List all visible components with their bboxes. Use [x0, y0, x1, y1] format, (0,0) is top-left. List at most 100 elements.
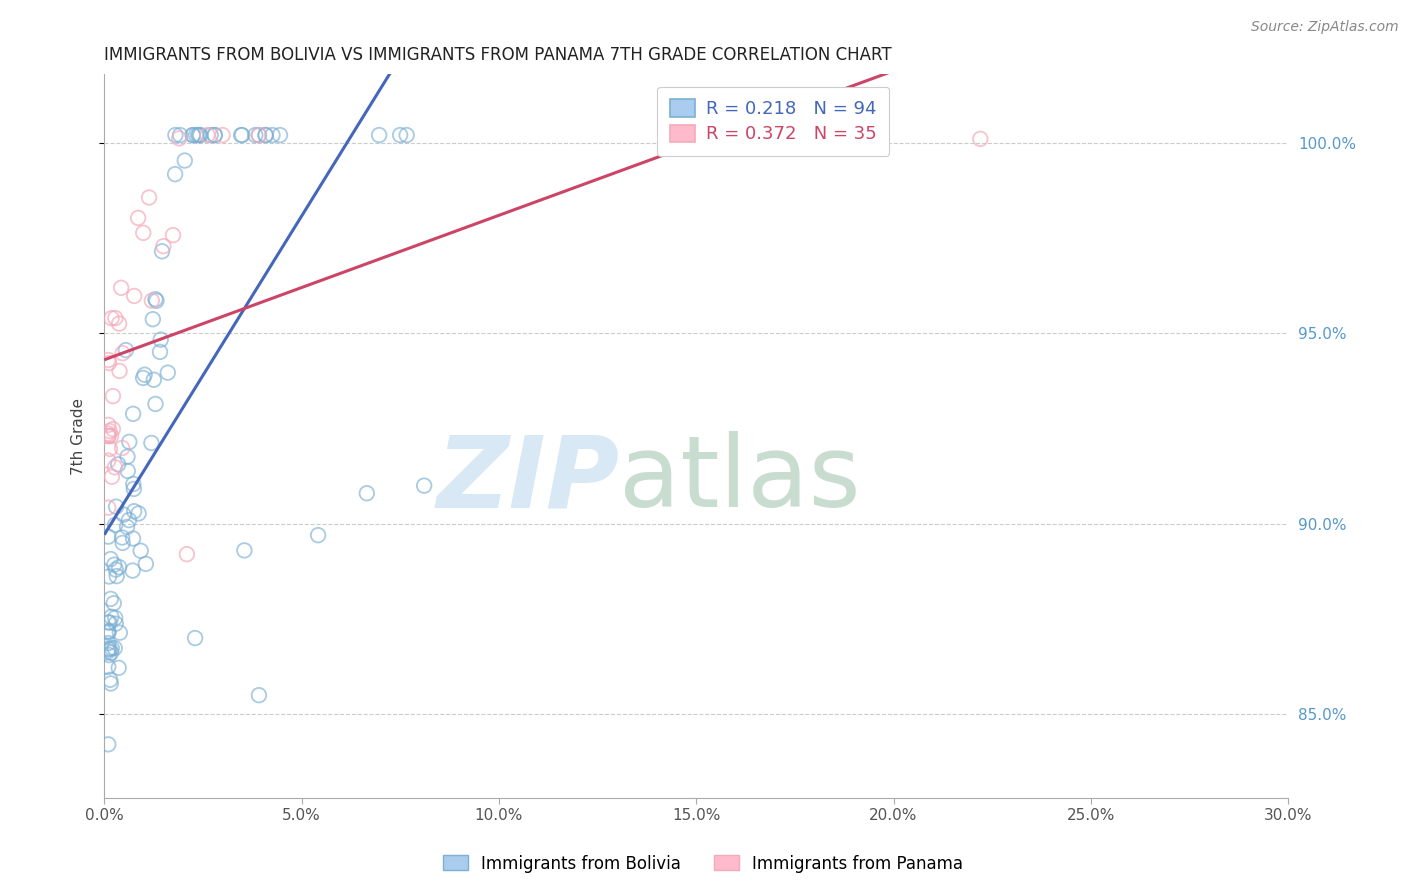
Point: [165, 167, 187, 181]
Point: [100, 591, 122, 606]
Point: [254, 128, 277, 142]
Text: IMMIGRANTS FROM BOLIVIA VS IMMIGRANTS FROM PANAMA 7TH GRADE CORRELATION CHART: IMMIGRANTS FROM BOLIVIA VS IMMIGRANTS FR…: [104, 46, 891, 64]
Point: [118, 513, 141, 527]
Point: [105, 500, 128, 514]
Point: [188, 128, 211, 142]
Point: [108, 364, 131, 378]
Point: [107, 661, 129, 675]
Point: [200, 128, 222, 142]
Point: [134, 368, 156, 382]
Point: [245, 128, 267, 142]
Point: [103, 558, 125, 572]
Legend: Immigrants from Bolivia, Immigrants from Panama: Immigrants from Bolivia, Immigrants from…: [436, 848, 970, 880]
Point: [122, 482, 145, 496]
Point: [197, 128, 219, 142]
Point: [100, 429, 122, 443]
Point: [247, 128, 270, 142]
Point: [138, 190, 160, 204]
Point: [98, 648, 121, 662]
Legend: R = 0.218   N = 94, R = 0.372   N = 35: R = 0.218 N = 94, R = 0.372 N = 35: [657, 87, 889, 156]
Point: [97, 624, 120, 639]
Point: [188, 128, 211, 142]
Point: [307, 528, 329, 542]
Point: [97, 737, 120, 751]
Point: [97, 417, 120, 432]
Point: [104, 311, 127, 326]
Point: [165, 128, 187, 142]
Point: [108, 625, 131, 640]
Point: [135, 557, 157, 571]
Point: [111, 346, 134, 360]
Point: [247, 688, 270, 702]
Point: [100, 676, 122, 690]
Point: [152, 239, 174, 253]
Text: ZIP: ZIP: [436, 431, 619, 528]
Y-axis label: 7th Grade: 7th Grade: [72, 398, 86, 475]
Point: [141, 293, 163, 308]
Point: [211, 128, 233, 142]
Point: [98, 615, 121, 630]
Point: [247, 128, 270, 142]
Point: [127, 211, 149, 225]
Point: [132, 226, 155, 240]
Point: [413, 478, 436, 492]
Point: [176, 547, 198, 561]
Point: [184, 128, 207, 142]
Point: [117, 450, 139, 464]
Point: [122, 532, 145, 546]
Point: [97, 429, 120, 443]
Point: [181, 128, 204, 142]
Point: [104, 460, 127, 475]
Point: [111, 536, 134, 550]
Point: [112, 508, 135, 522]
Point: [254, 128, 277, 142]
Point: [395, 128, 418, 142]
Point: [100, 311, 122, 326]
Point: [269, 128, 291, 142]
Point: [122, 289, 145, 303]
Point: [969, 132, 991, 146]
Point: [145, 292, 167, 306]
Point: [229, 128, 252, 142]
Point: [115, 520, 138, 534]
Point: [104, 611, 127, 625]
Point: [97, 615, 120, 630]
Point: [173, 153, 195, 168]
Point: [104, 517, 127, 532]
Point: [187, 128, 209, 142]
Point: [105, 569, 128, 583]
Point: [150, 244, 173, 259]
Point: [97, 642, 120, 657]
Point: [141, 436, 163, 450]
Point: [262, 128, 284, 142]
Point: [97, 353, 120, 368]
Point: [98, 442, 121, 456]
Point: [101, 470, 124, 484]
Point: [145, 397, 167, 411]
Point: [117, 464, 139, 478]
Point: [98, 569, 121, 583]
Point: [103, 596, 125, 610]
Point: [101, 641, 124, 656]
Point: [129, 543, 152, 558]
Point: [108, 317, 131, 331]
Point: [100, 552, 122, 566]
Point: [97, 624, 120, 639]
Text: Source: ZipAtlas.com: Source: ZipAtlas.com: [1251, 20, 1399, 34]
Point: [98, 673, 121, 687]
Point: [101, 389, 124, 403]
Point: [100, 610, 122, 624]
Point: [149, 345, 172, 359]
Point: [97, 530, 120, 544]
Point: [97, 644, 120, 658]
Point: [118, 434, 141, 449]
Point: [98, 424, 121, 438]
Point: [97, 356, 120, 370]
Point: [104, 641, 127, 656]
Point: [204, 128, 226, 142]
Point: [142, 373, 165, 387]
Point: [122, 504, 145, 518]
Point: [108, 560, 131, 574]
Point: [97, 426, 120, 441]
Point: [101, 422, 124, 436]
